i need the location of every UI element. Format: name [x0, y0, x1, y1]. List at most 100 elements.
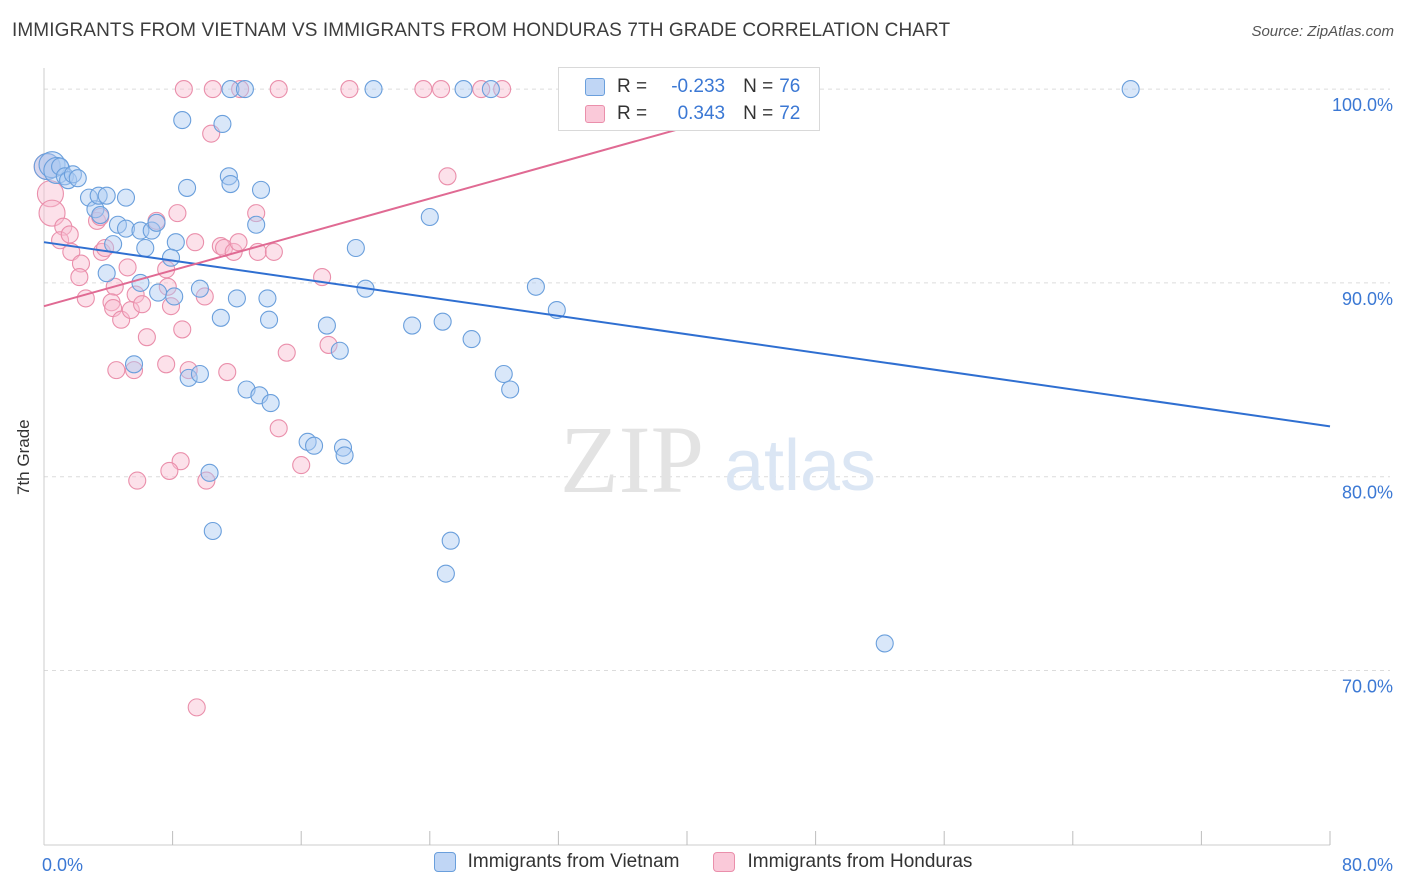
point-vietnam: [43, 156, 71, 185]
point-vietnam: [227, 289, 246, 308]
point-vietnam: [330, 341, 349, 360]
point-vietnam: [68, 169, 87, 188]
point-honduras: [133, 295, 152, 314]
point-honduras: [277, 343, 296, 362]
point-honduras: [160, 461, 179, 480]
point-vietnam: [161, 248, 181, 267]
data-points: [33, 80, 1140, 717]
point-honduras: [137, 328, 156, 347]
point-vietnam: [317, 316, 336, 335]
gridlines: [44, 88, 1390, 672]
series-legend-label-vietnam: Immigrants from Vietnam: [467, 851, 680, 872]
legend-row-vietnam: R = -0.233 N = 76: [585, 74, 800, 100]
point-honduras: [414, 80, 433, 99]
stats-legend: R = -0.233 N = 76 R = 0.343 N = 72: [558, 67, 820, 131]
series-legend-label-honduras: Immigrants from Honduras: [747, 851, 973, 872]
legend-n-label: N =: [743, 76, 774, 97]
y-tick-label: 70.0%: [1342, 677, 1393, 697]
point-vietnam: [481, 80, 500, 99]
point-honduras: [432, 80, 451, 99]
point-vietnam: [261, 394, 280, 413]
point-honduras: [158, 277, 177, 296]
point-vietnam: [86, 200, 105, 219]
watermark-atlas: atlas: [724, 426, 876, 506]
legend-r-label: R =: [617, 76, 648, 97]
point-vietnam: [91, 206, 110, 225]
point-vietnam: [235, 80, 254, 99]
point-vietnam: [1121, 80, 1140, 99]
point-vietnam: [441, 531, 460, 550]
point-vietnam: [116, 188, 136, 207]
point-vietnam: [213, 114, 232, 134]
y-tick-label: 90.0%: [1342, 289, 1393, 309]
source-credit: Source: ZipAtlas.com: [1251, 23, 1394, 40]
point-vietnam: [364, 80, 383, 99]
point-honduras: [229, 233, 248, 252]
point-vietnam: [251, 180, 271, 199]
legend-r-value-vietnam: -0.233: [671, 76, 726, 97]
point-vietnam: [436, 564, 455, 583]
point-vietnam: [165, 287, 184, 306]
point-vietnam: [136, 238, 155, 258]
point-vietnam: [875, 634, 894, 653]
point-vietnam: [179, 368, 198, 387]
point-vietnam: [420, 207, 439, 227]
point-vietnam: [203, 521, 222, 541]
point-vietnam: [403, 316, 422, 335]
point-vietnam: [333, 438, 353, 457]
point-honduras: [173, 320, 192, 339]
y-tick-label: 100.0%: [1332, 95, 1393, 115]
point-vietnam: [200, 463, 219, 482]
series-legend-swatch-vietnam: [433, 852, 456, 872]
point-honduras: [174, 80, 193, 99]
point-honduras: [218, 363, 237, 382]
point-vietnam: [116, 219, 136, 238]
point-vietnam: [97, 186, 116, 205]
tick-labels: 100.0% 90.0% 80.0% 70.0% 0.0% 80.0%: [42, 95, 1393, 875]
point-vietnam: [501, 380, 520, 399]
point-honduras: [340, 80, 359, 99]
point-honduras: [157, 355, 176, 374]
point-honduras: [70, 268, 89, 287]
point-honduras: [124, 361, 144, 380]
point-honduras: [161, 297, 181, 316]
legend-swatch-honduras: [585, 105, 605, 123]
point-honduras: [319, 335, 338, 354]
legend-row-honduras: R = 0.343 N = 72: [585, 101, 800, 127]
point-vietnam: [166, 233, 185, 252]
chart-title: IMMIGRANTS FROM VIETNAM VS IMMIGRANTS FR…: [12, 20, 951, 41]
legend-r-label: R =: [617, 103, 648, 124]
point-vietnam: [97, 264, 116, 283]
point-vietnam: [346, 238, 365, 258]
point-vietnam: [211, 308, 230, 327]
point-vietnam: [433, 312, 452, 331]
x-tick-label: 0.0%: [42, 855, 83, 875]
point-vietnam: [124, 355, 144, 374]
y-tick-label: 80.0%: [1342, 483, 1393, 503]
point-vietnam: [494, 364, 513, 384]
point-honduras: [269, 419, 288, 438]
point-honduras: [118, 258, 137, 277]
point-honduras: [179, 361, 198, 380]
x-tick-label: 80.0%: [1342, 855, 1393, 875]
legend-n-value-vietnam: 76: [779, 76, 801, 97]
point-honduras: [128, 471, 147, 490]
point-honduras: [107, 361, 126, 380]
point-honduras: [187, 698, 206, 717]
point-honduras: [168, 204, 187, 223]
point-honduras: [186, 233, 205, 252]
point-honduras: [112, 310, 131, 329]
point-vietnam: [259, 310, 279, 329]
legend-swatch-vietnam: [585, 78, 605, 96]
point-vietnam: [247, 215, 266, 234]
point-honduras: [71, 254, 91, 273]
series-legend-item-honduras: Immigrants from Honduras: [713, 851, 972, 873]
point-vietnam: [149, 283, 168, 302]
point-vietnam: [221, 174, 240, 194]
watermark-zip: ZIP: [560, 406, 704, 513]
point-honduras: [264, 242, 283, 261]
point-vietnam: [147, 213, 166, 232]
point-honduras: [121, 300, 140, 320]
legend-n-label: N =: [743, 103, 774, 124]
